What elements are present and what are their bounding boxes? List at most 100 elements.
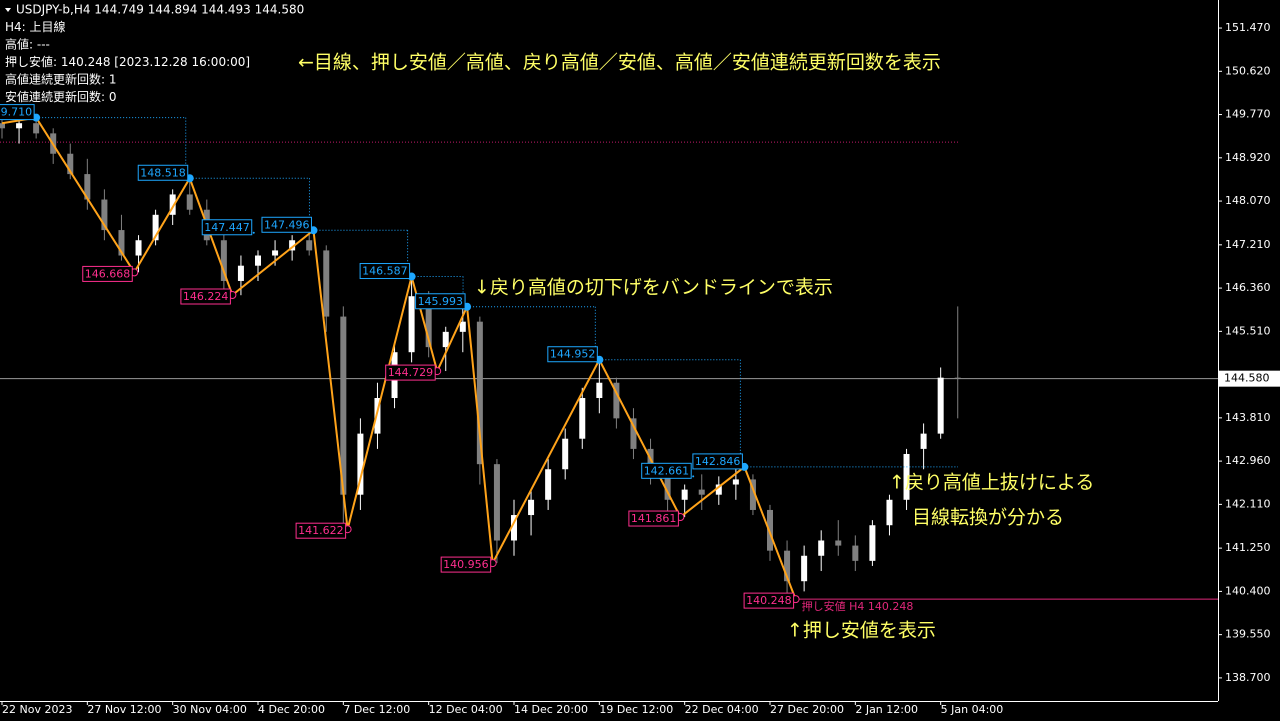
plot-area: 押し安値 H4 140.248 149.710 146.668 148.518 146.…	[0, 104, 1218, 613]
candle-body	[272, 250, 279, 256]
value-label: 140.248	[746, 594, 792, 607]
info-line: USDJPY-b,H4 144.749 144.894 144.493 144.…	[16, 3, 304, 17]
x-tick-label: 14 Dec 20:00	[514, 703, 588, 716]
candle-body	[442, 331, 449, 348]
candle-body	[357, 433, 364, 495]
candle-body	[613, 382, 620, 419]
candle-body	[579, 398, 586, 439]
value-label-box	[641, 462, 692, 479]
candle-body	[801, 555, 808, 582]
candle-body	[408, 296, 415, 353]
y-tick-label: 147.210	[1225, 238, 1271, 251]
menu-arrow[interactable]	[5, 8, 11, 12]
value-label: 146.587	[362, 265, 408, 278]
value-label-box	[0, 104, 35, 121]
candle-body	[425, 296, 432, 348]
candle-body	[84, 174, 91, 200]
x-tick-label: 19 Dec 12:00	[599, 703, 673, 716]
candle-body	[169, 194, 176, 215]
value-label: 141.622	[298, 524, 344, 537]
candle-body	[937, 377, 944, 434]
y-tick-label: 142.960	[1225, 454, 1271, 467]
candle-body	[528, 499, 535, 516]
value-label-box	[385, 364, 436, 381]
candle-body	[852, 545, 859, 561]
x-tick-label: 4 Dec 20:00	[258, 703, 325, 716]
value-label-box	[180, 288, 231, 305]
value-label-box	[201, 219, 253, 236]
value-label-box	[261, 216, 312, 233]
value-label: 140.956	[443, 558, 489, 571]
x-tick-label: 5 Jan 04:00	[941, 703, 1004, 716]
info-line: 安値連続更新回数: 0	[5, 89, 117, 104]
value-label: 149.710	[0, 106, 32, 119]
x-tick-label: 2 Jan 12:00	[855, 703, 918, 716]
info-line: 高値: ---	[5, 37, 50, 52]
value-label-box	[440, 556, 492, 573]
value-label: 146.224	[183, 290, 229, 303]
candle-body	[715, 484, 722, 495]
value-label: 146.668	[85, 267, 131, 280]
value-label: 145.993	[418, 295, 464, 308]
annotation: 目線転換が分かる	[912, 507, 1064, 529]
y-tick-label: 138.700	[1225, 671, 1271, 684]
annotation: ↑戻り高値上抜けによる	[889, 472, 1094, 494]
y-tick-label: 141.250	[1225, 541, 1271, 554]
candle-body	[237, 265, 244, 281]
candle-body	[903, 453, 910, 500]
candle-body	[459, 321, 466, 332]
info-line: 押し安値: 140.248 [2023.12.28 16:00:00]	[5, 54, 250, 69]
candle-body	[681, 489, 688, 500]
x-tick-label: 12 Dec 04:00	[429, 703, 503, 716]
y-tick-label: 150.620	[1225, 64, 1271, 77]
info-line: 高値連続更新回数: 1	[5, 72, 117, 87]
value-label-box	[415, 293, 466, 310]
value-label: 147.447	[204, 221, 250, 234]
candle-body	[630, 418, 637, 449]
candle-body	[954, 377, 961, 379]
value-label-box	[692, 453, 743, 470]
y-tick-label: 145.510	[1225, 324, 1271, 337]
current-price-label: 144.580	[1224, 372, 1270, 385]
candle-body	[0, 123, 5, 129]
x-tick-label: 7 Dec 12:00	[343, 703, 410, 716]
x-tick-label: 30 Nov 04:00	[173, 703, 247, 716]
candle-body	[289, 240, 296, 251]
y-tick-label: 142.110	[1225, 497, 1271, 510]
value-label: 141.861	[631, 512, 677, 525]
candle-body	[749, 479, 756, 510]
y-tick-label: 143.810	[1225, 411, 1271, 424]
candle-body	[340, 316, 347, 495]
value-label: 142.846	[695, 455, 741, 468]
y-tick-label: 148.070	[1225, 194, 1271, 207]
value-label-box	[295, 522, 347, 539]
value-label-box	[137, 164, 189, 181]
candle-body	[220, 240, 227, 281]
value-label-box	[628, 510, 679, 527]
y-tick-label: 151.470	[1225, 21, 1271, 34]
candle-body	[732, 479, 739, 485]
value-label-box	[547, 346, 598, 363]
candle-body	[493, 464, 500, 541]
y-tick-label: 139.550	[1225, 628, 1271, 641]
current-price-box	[1219, 370, 1280, 387]
candle-body	[135, 240, 142, 256]
value-label: 148.518	[140, 166, 186, 179]
candle-body	[476, 321, 483, 465]
candle-body	[186, 194, 193, 210]
candle-body	[818, 540, 825, 556]
support-label: 押し安値 H4 140.248	[802, 599, 914, 613]
x-tick-label: 22 Dec 04:00	[685, 703, 759, 716]
candle-body	[698, 489, 705, 495]
value-label: 142.661	[644, 464, 690, 477]
candle-body	[118, 230, 125, 256]
y-tick-label: 140.400	[1225, 584, 1271, 597]
value-label-box	[743, 592, 795, 609]
candle-body	[545, 469, 552, 500]
x-tick-label: 22 Nov 2023	[2, 703, 72, 716]
candle-body	[67, 153, 74, 175]
candle-body	[152, 214, 159, 241]
candle-body	[664, 474, 671, 500]
